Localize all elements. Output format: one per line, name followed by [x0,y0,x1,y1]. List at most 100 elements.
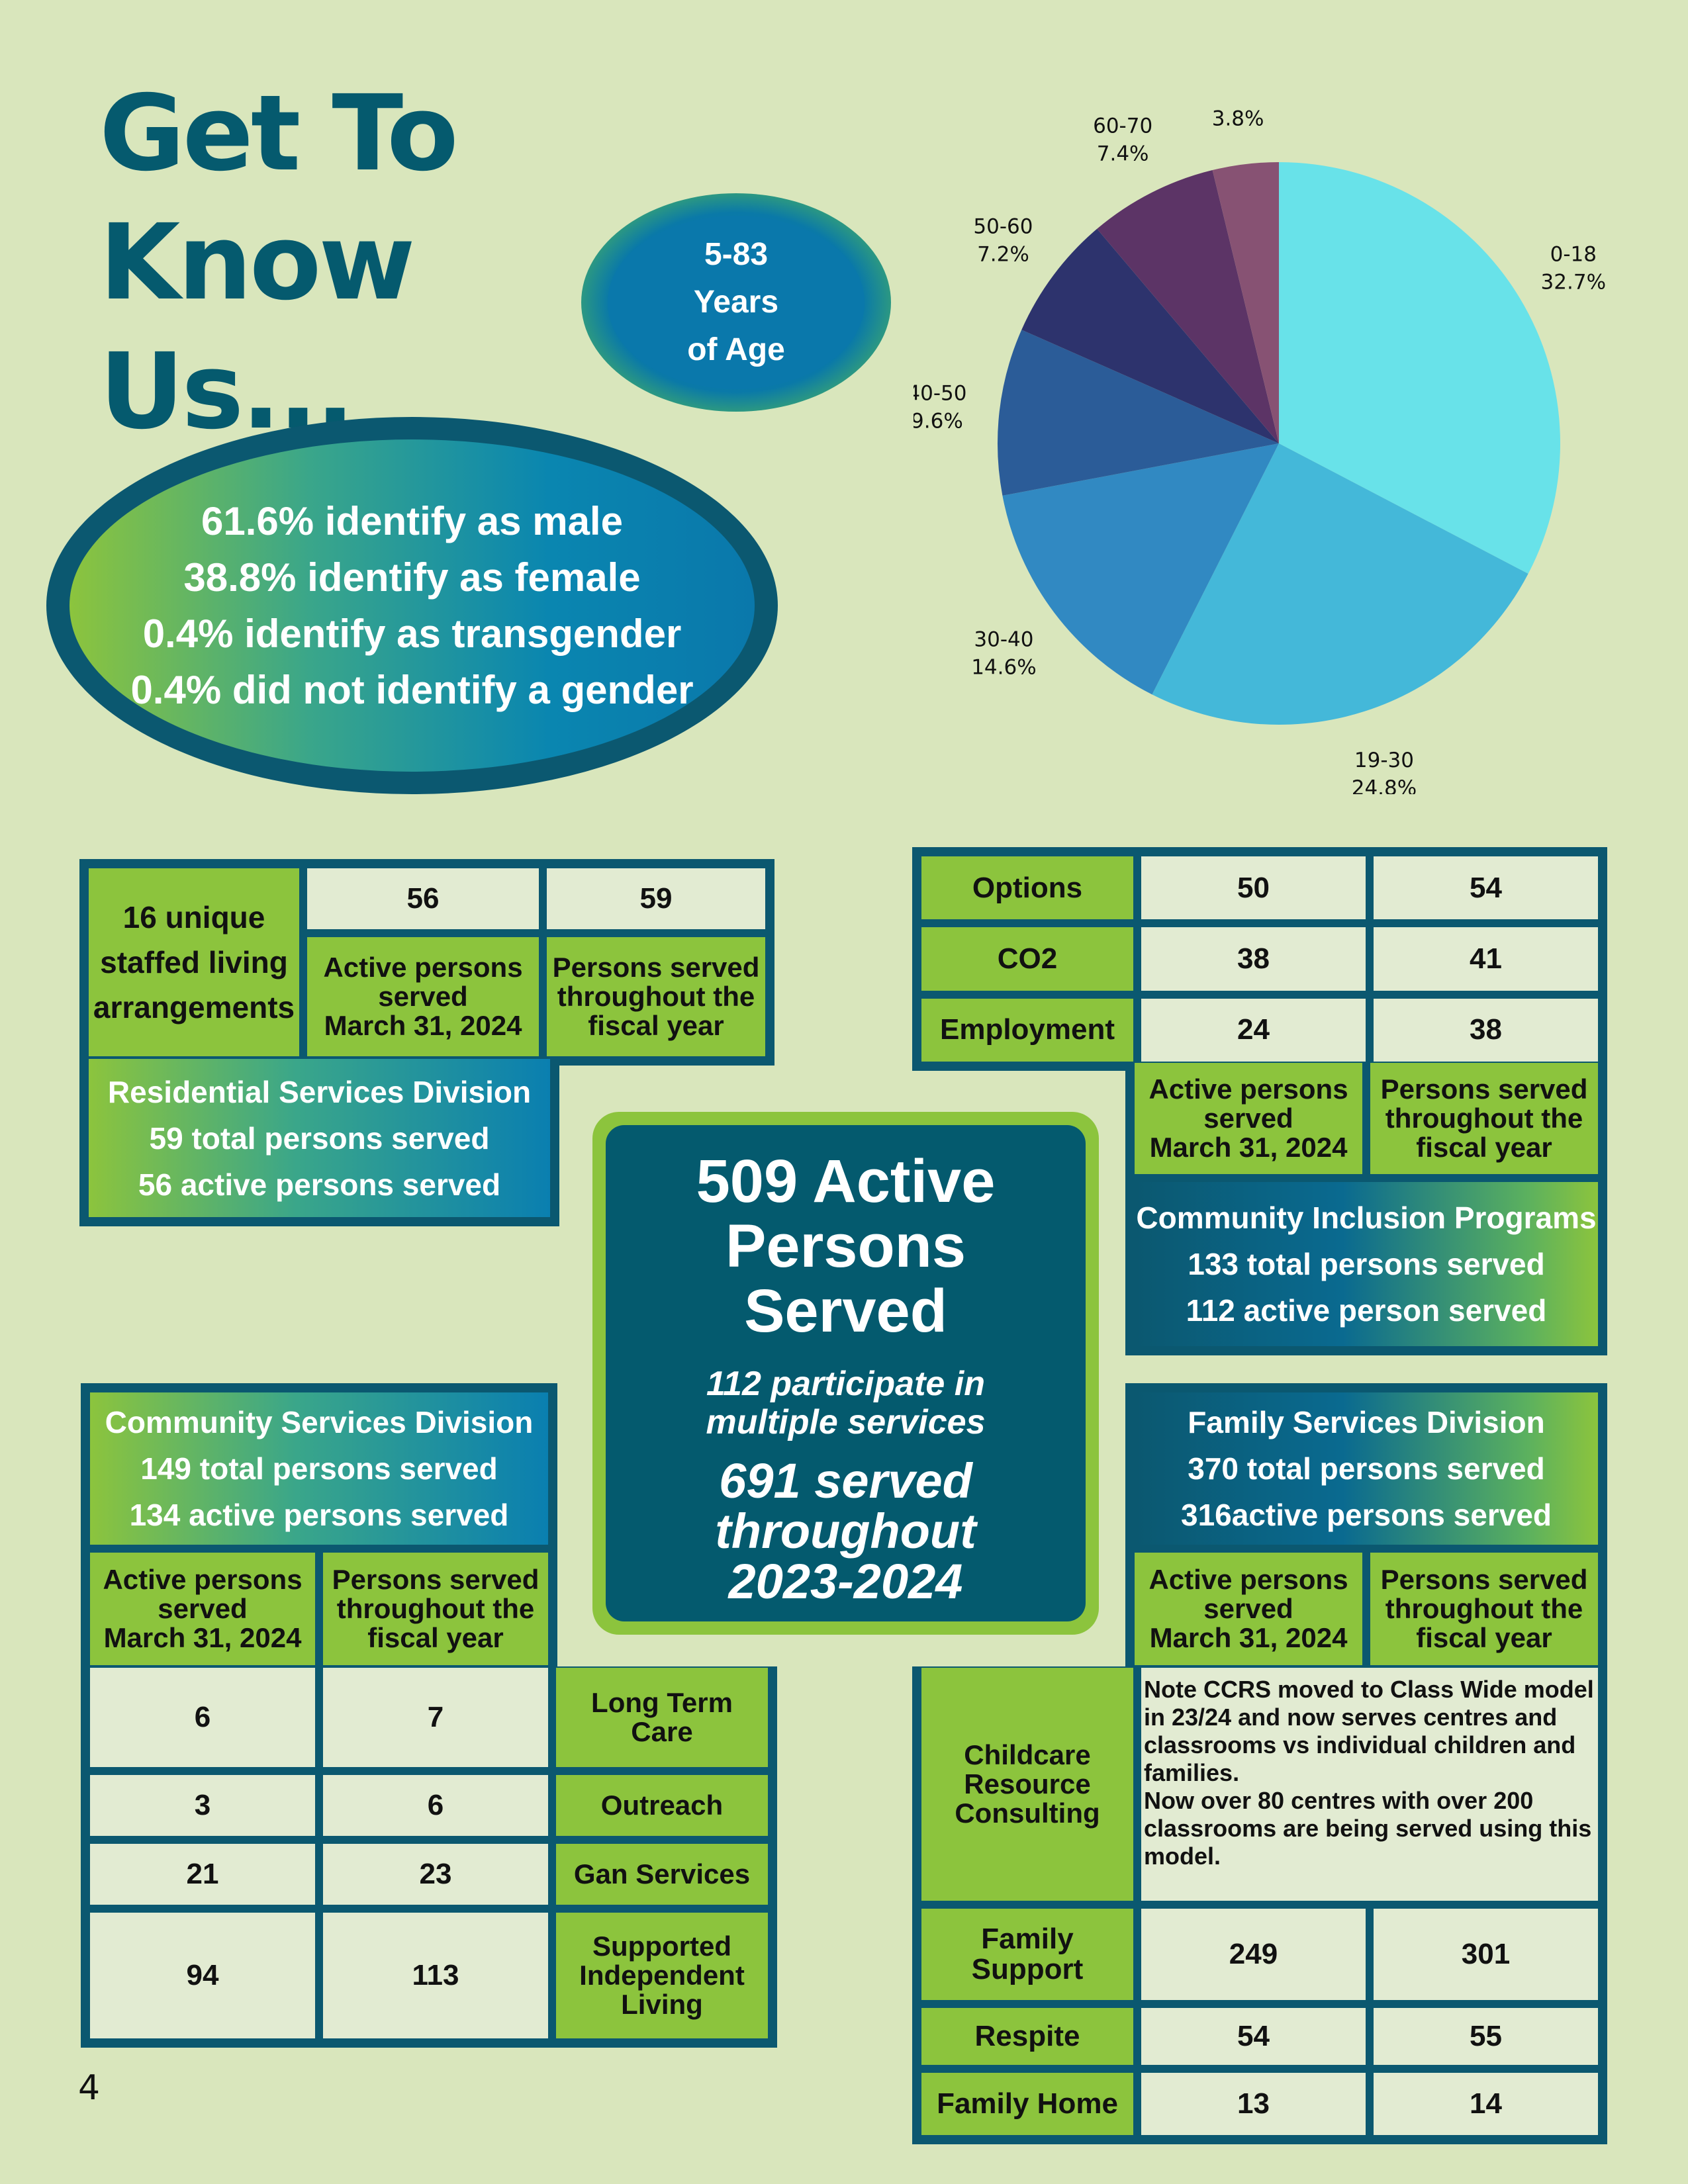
age-range-years: Years [693,285,779,320]
active-label-line-1: Active persons [103,1564,303,1595]
summary-active-line-1: 509 Active [696,1148,996,1215]
community-inclusion-table: Options 50 54 CO2 38 41 Employment 24 38 [912,847,1607,1071]
title-line-1: Get To Know [99,73,459,324]
active-label-line-1: Active persons [1149,1073,1348,1105]
ccrs-name-line-2: Resource [964,1768,1091,1799]
age-distribution-pie-chart: 0-18 32.7% 19-30 24.8% 30-40 14.6% 40-50 9.6% 50… [914,99,1606,794]
inclusion-total-served: 133 total persons served [1188,1247,1545,1281]
fiscal-label-line-1: Persons served [552,952,760,983]
inclusion-fiscal-label: Persons served throughout the fiscal yea… [1370,1063,1598,1174]
community-services-banner-text: Community Services Division 149 total pe… [90,1392,548,1545]
residential-unique-arrangements: 16 unique staffed living arrangements [89,868,299,1056]
family-home-active: 13 [1141,2073,1366,2135]
active-label-line-3: March 31, 2024 [1149,1622,1348,1653]
pie-label-30-40: 30-40 14.6% [971,628,1036,680]
active-label-line-3: March 31, 2024 [103,1622,302,1653]
ccrs-name: Childcare Resource Consulting [921,1668,1133,1901]
fiscal-label-line-2: throughout the [1385,1593,1583,1624]
pie-label-70+: 70+3.8% [1212,99,1264,131]
gan-name: Gan Services [556,1844,768,1905]
program-employment-active: 24 [1141,998,1366,1062]
program-options-name: Options [921,856,1133,920]
outreach-active: 3 [90,1775,315,1836]
pie-slice-19-30 [1152,443,1528,725]
age-range-value: 5-83 [704,237,769,272]
pie-label-50-60: 50-60 7.2% [973,215,1033,267]
age-range-badge: 5-83 Years of Age [581,193,891,412]
pie-label-40-50: 40-50 9.6% [914,382,966,433]
pie-slice-30-40 [1002,443,1279,695]
family-support-line-1: Family [981,1923,1074,1955]
family-support-active: 249 [1141,1909,1366,2000]
family-services-table: Childcare Resource Consulting Note CCRS … [912,1666,1607,2144]
family-services-division-name: Family Services Division [1188,1405,1545,1439]
family-services-header: Family Services Division 370 total perso… [1125,1383,1607,1674]
ltc-active: 6 [90,1668,315,1767]
family-services-fiscal-label: Persons served throughout the fiscal yea… [1370,1553,1598,1665]
page-title: Get To Know Us... [99,69,761,457]
respite-name: Respite [921,2008,1133,2065]
program-co2-name: CO2 [921,927,1133,991]
sil-name-line-2: Independent [579,1960,745,1991]
pie-slice-0-18 [1279,162,1560,574]
community-services-header: Community Services Division 149 total pe… [81,1383,557,1674]
fiscal-label-line-3: fiscal year [367,1622,504,1653]
ltc-name: Long Term Care [556,1668,768,1767]
summary-total-line-3: 2023-2024 [728,1554,963,1609]
gender-not-identified: 0.4% did not identify a gender [130,668,694,712]
fiscal-label-line-2: throughout the [336,1593,535,1624]
sil-name-line-3: Living [621,1989,703,2020]
pie-label-0-18: 0-18 32.7% [1541,243,1606,295]
residential-active-count: 56 [307,868,539,929]
ltc-name-line-1: Long Term [591,1687,733,1718]
family-services-banner-text: Family Services Division 370 total perso… [1135,1392,1598,1545]
fiscal-label-line-1: Persons served [332,1564,539,1595]
inclusion-active-label: Active persons served March 31, 2024 [1135,1063,1362,1174]
active-label-line-1: Active persons [1149,1564,1348,1595]
program-options-fiscal: 54 [1374,856,1598,920]
summary-multi-line-1: 112 participate in [706,1365,985,1403]
family-home-fiscal: 14 [1374,2073,1598,2135]
active-label-line-3: March 31, 2024 [1149,1132,1348,1163]
active-label-line-2: served [158,1593,248,1624]
ccrs-name-line-3: Consulting [955,1797,1100,1829]
pie-label-19-30: 19-30 24.8% [1352,749,1417,794]
family-services-active-served: 316active persons served [1180,1498,1552,1532]
pie-label-60-70: 60-70 7.4% [1093,114,1152,166]
family-support-name: Family Support [921,1909,1133,2000]
community-services-active-label: Active persons served March 31, 2024 [90,1553,315,1665]
unique-line-1: 16 unique [122,900,265,934]
gender-male: 61.6% identify as male [201,499,623,543]
inclusion-active-served: 112 active person served [1186,1293,1547,1328]
respite-fiscal: 55 [1374,2008,1598,2065]
ccrs-name-line-1: Childcare [964,1739,1091,1770]
residential-total-served: 59 total persons served [149,1120,490,1156]
residential-fiscal-count: 59 [547,868,765,929]
residential-active-label: Active persons served March 31, 2024 [307,937,539,1056]
gan-active: 21 [90,1844,315,1905]
gender-female: 38.8% identify as female [183,555,641,600]
active-label-line-3: March 31, 2024 [324,1010,522,1041]
community-services-table: 6 7 Long Term Care 3 6 Outreach 21 23 Ga… [81,1666,777,2048]
fiscal-label-line-1: Persons served [1380,1073,1588,1105]
gender-breakdown-badge: 61.6% identify as male 38.8% identify as… [46,417,778,794]
program-employment-fiscal: 38 [1374,998,1598,1062]
pie-slice-60-70 [1097,170,1279,443]
fiscal-label-line-3: fiscal year [1416,1622,1552,1653]
community-inclusion-lower: Active persons served March 31, 2024 Per… [1125,1062,1607,1355]
residential-active-served: 56 active persons served [138,1167,501,1202]
gan-fiscal: 23 [323,1844,548,1905]
pie-slice-70+ [1212,162,1279,443]
residential-fiscal-label: Persons served throughout the fiscal yea… [547,937,765,1056]
fiscal-label-line-1: Persons served [1380,1564,1588,1595]
active-label-line-2: served [1203,1593,1293,1624]
residential-banner-text: Residential Services Division 59 total p… [89,1059,550,1217]
inclusion-division-name: Community Inclusion Programs [1136,1201,1597,1235]
community-services-active-served: 134 active persons served [129,1498,509,1532]
family-services-active-label: Active persons served March 31, 2024 [1135,1553,1362,1665]
family-services-total-served: 370 total persons served [1188,1451,1545,1486]
residential-division-name: Residential Services Division [107,1074,532,1109]
unique-line-3: arrangements [93,990,295,1024]
program-employment-name: Employment [921,998,1133,1062]
program-co2-active: 38 [1141,927,1366,991]
